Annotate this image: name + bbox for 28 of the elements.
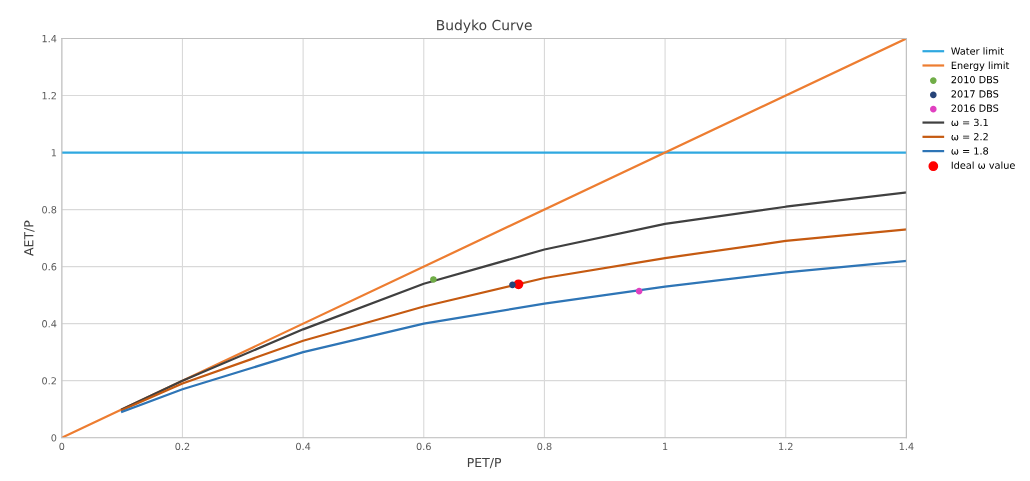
y-tick-label: 0	[51, 434, 57, 442]
x-tick-label: 0	[59, 442, 65, 451]
y-tick-label: 1.4	[42, 35, 57, 43]
y-tick-label: 1	[51, 149, 57, 157]
legend-label: 2017 DBS	[951, 90, 999, 98]
y-tick-label: 0.8	[42, 206, 57, 214]
y-axis-title: AET/P	[24, 220, 35, 256]
legend-label: 2016 DBS	[951, 104, 999, 112]
x-tick-label: 0.8	[537, 442, 552, 451]
x-tick-label: 1	[663, 442, 668, 450]
y-tick-label: 0.4	[42, 320, 57, 328]
chart-title: Budyko Curve	[437, 19, 532, 34]
legend-label: Energy limit	[951, 61, 1010, 71]
legend-label: Water limit	[951, 47, 1004, 55]
x-tick-label: 0.6	[416, 442, 431, 451]
x-tick-label: 0.4	[296, 442, 311, 451]
y-tick-label: 0.6	[42, 263, 57, 271]
legend-label: ω = 2.2	[951, 133, 988, 141]
x-tick-label: 1.2	[779, 442, 793, 450]
x-tick-label: 0.2	[175, 442, 190, 451]
y-tick-label: 1.2	[42, 91, 56, 100]
x-axis-title: PET/P	[467, 457, 502, 469]
x-tick-label: 1.4	[899, 442, 914, 450]
legend-label: 2010 DBS	[951, 75, 999, 84]
y-tick-label: 0.2	[42, 377, 56, 385]
legend-label: ω = 1.8	[951, 147, 989, 155]
legend-label: ω = 3.1	[951, 118, 988, 127]
legend-label: Ideal ω value	[951, 161, 1015, 169]
